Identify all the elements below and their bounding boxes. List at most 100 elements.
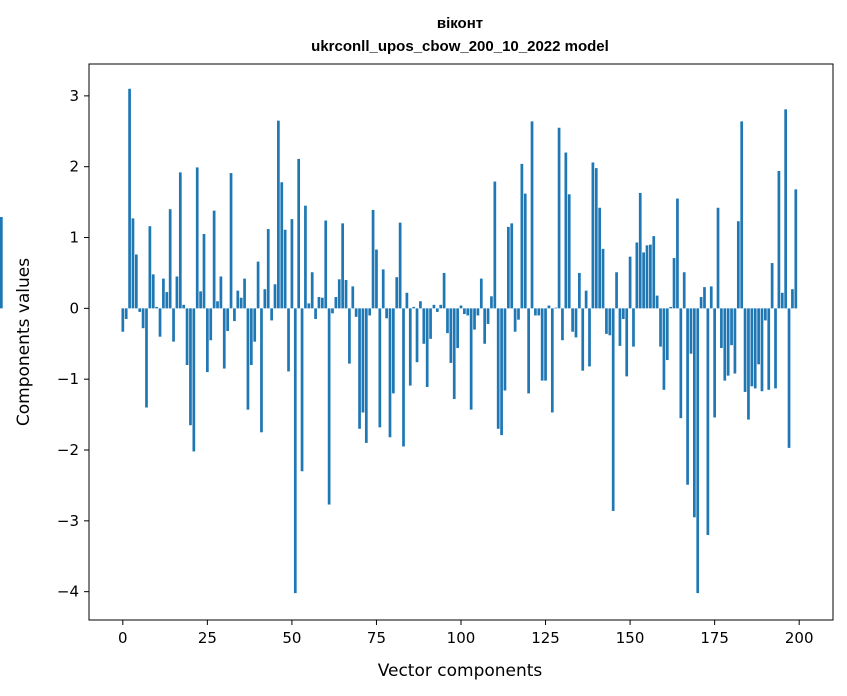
- bar-98: [452, 308, 456, 400]
- chart-title: віконт: [437, 15, 483, 32]
- plot-frame: [88, 63, 834, 621]
- bar-195: [780, 292, 784, 309]
- bar-148: [621, 308, 625, 319]
- bar-156: [649, 244, 652, 309]
- bar-143: [605, 308, 608, 334]
- bar-151: [632, 308, 635, 347]
- bar-133: [571, 308, 574, 332]
- bar-177: [720, 308, 723, 349]
- bar-46: [277, 120, 280, 309]
- bar-61: [327, 308, 331, 505]
- bar-54: [304, 205, 307, 309]
- bar-168: [689, 308, 693, 354]
- y-tick-label: 3: [69, 87, 79, 105]
- bar-4: [134, 254, 138, 309]
- bar-172: [703, 287, 706, 309]
- bar-undefined: [0, 216, 3, 309]
- bar-180: [730, 308, 733, 346]
- bar-96: [446, 308, 449, 334]
- bar-121: [530, 121, 534, 309]
- bar-64: [337, 279, 341, 309]
- bar-18: [182, 304, 186, 309]
- bar-6: [141, 308, 145, 329]
- bar-105: [476, 308, 480, 316]
- bar-140: [594, 168, 598, 309]
- bar-162: [669, 306, 673, 309]
- bar-134: [574, 308, 578, 338]
- bar-182: [736, 221, 740, 309]
- bar-102: [466, 308, 470, 316]
- bar-47: [280, 182, 284, 309]
- bar-33: [233, 308, 236, 322]
- bar-78: [385, 308, 388, 319]
- bar-89: [422, 308, 426, 344]
- bar-95: [442, 272, 446, 309]
- bar-2: [128, 88, 131, 309]
- bar-19: [185, 308, 189, 366]
- bar-14: [168, 209, 172, 309]
- bar-43: [266, 229, 270, 309]
- bar-41: [260, 308, 263, 433]
- y-axis-label: Components values: [14, 258, 34, 426]
- bar-184: [743, 308, 747, 392]
- x-tick-label: 50: [282, 629, 301, 647]
- bar-85: [408, 308, 412, 386]
- bar-137: [584, 290, 588, 309]
- y-tick-label: −2: [57, 441, 79, 459]
- bar-79: [388, 308, 392, 438]
- bar-40: [256, 261, 260, 309]
- bar-170: [696, 308, 700, 594]
- bar-3: [131, 218, 135, 309]
- bar-29: [219, 276, 223, 309]
- bar-144: [608, 308, 612, 336]
- bar-42: [263, 289, 267, 309]
- bar-136: [581, 308, 585, 371]
- bar-174: [709, 286, 713, 309]
- bar-37: [246, 308, 250, 410]
- bar-126: [547, 305, 551, 309]
- bar-135: [578, 272, 581, 309]
- bar-176: [716, 207, 720, 309]
- y-tick-label: 1: [69, 229, 79, 247]
- bar-131: [564, 152, 568, 309]
- bar-171: [699, 297, 703, 309]
- bar-101: [463, 308, 466, 315]
- bar-146: [615, 272, 618, 309]
- bar-197: [787, 308, 791, 448]
- y-tick-label: −1: [57, 370, 79, 388]
- bar-116: [513, 308, 517, 332]
- bar-20: [189, 308, 192, 426]
- bar-80: [392, 308, 395, 394]
- bar-147: [618, 308, 622, 346]
- bar-106: [479, 278, 483, 309]
- bar-150: [628, 256, 632, 309]
- bar-173: [706, 308, 710, 536]
- bar-0: [121, 308, 125, 332]
- bar-13: [165, 292, 169, 309]
- bar-17: [178, 172, 182, 309]
- bar-10: [155, 306, 158, 309]
- bar-130: [561, 308, 564, 341]
- x-axis-ticks: 0 25 50 75 100 125 150 175 200: [118, 620, 814, 647]
- bar-58: [317, 297, 321, 309]
- bar-155: [645, 245, 649, 309]
- bar-35: [239, 297, 243, 309]
- bar-71: [361, 308, 365, 413]
- bar-81: [395, 277, 399, 309]
- bar-114: [506, 226, 510, 309]
- x-tick-label: 25: [198, 629, 217, 647]
- bar-75: [375, 249, 378, 309]
- y-tick-label: 0: [69, 299, 79, 317]
- bar-128: [554, 307, 558, 309]
- bar-125: [544, 308, 547, 381]
- bar-153: [638, 192, 642, 309]
- bar-196: [784, 109, 788, 309]
- bar-66: [344, 280, 348, 309]
- bar-12: [162, 278, 165, 309]
- bar-183: [740, 121, 744, 309]
- bar-113: [503, 308, 507, 391]
- bar-77: [381, 269, 385, 309]
- bar-88: [419, 301, 422, 309]
